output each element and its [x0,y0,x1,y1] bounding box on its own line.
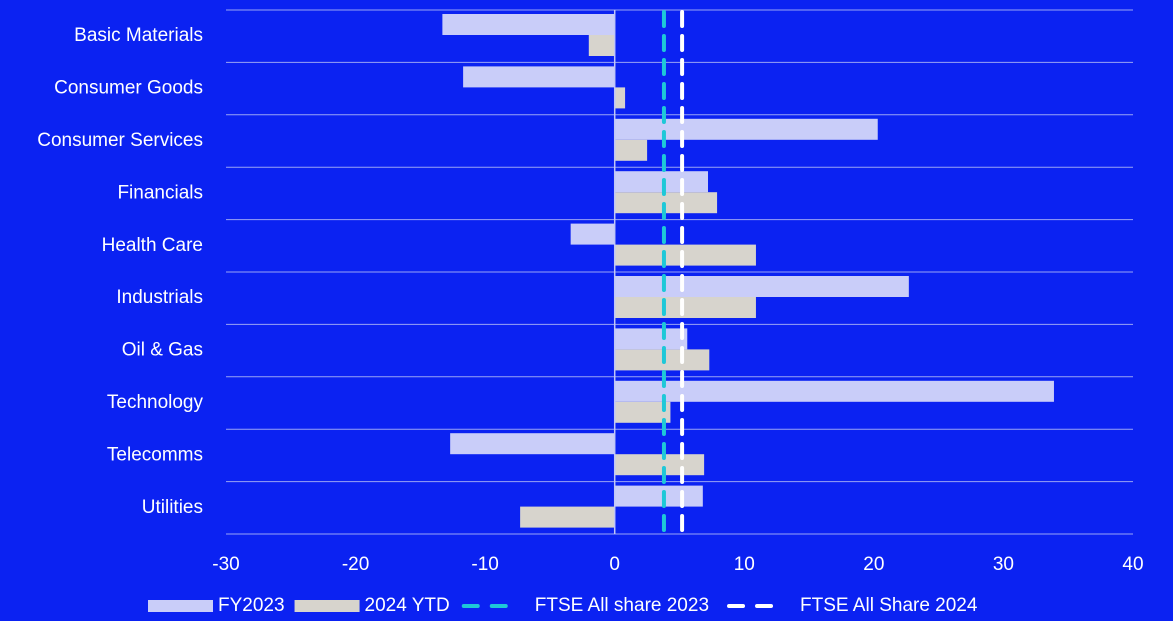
bar [614,328,688,350]
x-tick-label: -10 [471,554,498,575]
category-label: Consumer Goods [54,78,203,99]
category-label: Industrials [116,287,203,308]
x-tick-label: 40 [1122,554,1143,575]
bar [614,401,671,423]
bar [614,276,909,297]
x-tick-label: 0 [609,554,620,575]
category-label: Telecomms [107,444,203,465]
legend-label: 2024 YTD [365,595,450,616]
legend-swatch [148,600,213,612]
x-tick-label: 30 [993,554,1014,575]
legend-label: FTSE All share 2023 [535,595,709,616]
bar [614,118,878,140]
bar [614,297,756,318]
x-tick-label: -30 [212,554,239,575]
bar [614,454,705,476]
bar [450,433,615,455]
category-label: Utilities [142,497,203,518]
bar [614,485,703,507]
legend-label: FTSE All Share 2024 [800,595,978,616]
category-label: Financials [117,182,203,203]
category-label: Basic Materials [74,25,203,46]
x-tick-label: 20 [863,554,884,575]
x-tick-label: 10 [734,554,755,575]
bar [570,223,615,245]
bar [614,380,1054,402]
bar [614,244,756,266]
category-label: Oil & Gas [122,340,203,361]
bar [614,171,709,193]
legend-swatch [294,600,360,612]
category-label: Health Care [102,235,203,256]
bar [614,139,648,161]
bar [520,506,615,528]
legend-label: FY2023 [218,595,285,616]
bar [463,66,615,88]
bar [614,87,626,109]
bar [588,35,615,56]
bar [442,14,615,35]
x-tick-label: -20 [342,554,369,575]
category-label: Technology [107,392,204,413]
bar [614,192,718,214]
category-label: Consumer Services [37,130,203,151]
